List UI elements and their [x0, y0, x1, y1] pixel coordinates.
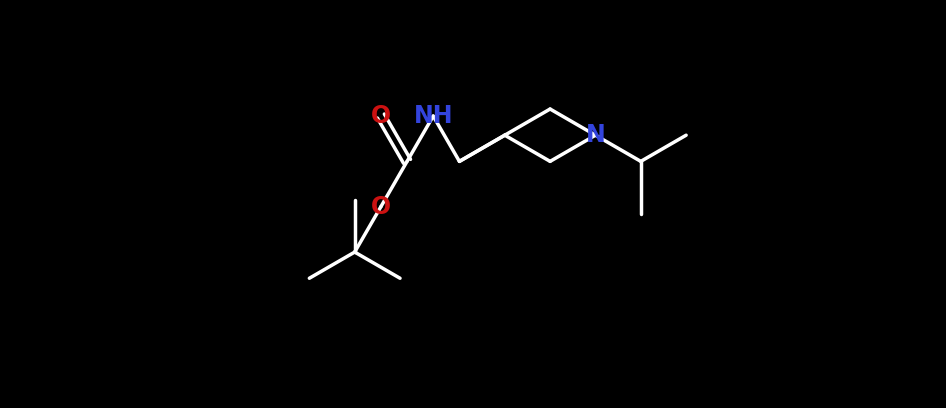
Text: NH: NH [413, 104, 453, 128]
Text: O: O [371, 195, 391, 219]
Text: O: O [371, 104, 391, 128]
Text: N: N [586, 123, 605, 147]
